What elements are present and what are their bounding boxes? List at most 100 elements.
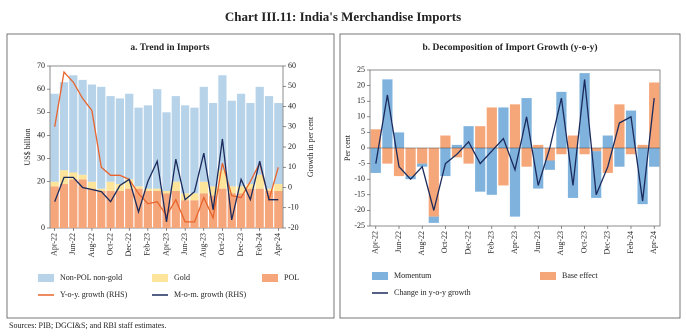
bar — [544, 148, 555, 161]
x-tick-label: Feb-23 — [487, 231, 496, 254]
bar — [602, 135, 613, 148]
y-tick-label: 20 — [357, 80, 365, 89]
y-tick-label: 10 — [357, 112, 365, 121]
y2-tick-label: -20 — [288, 223, 299, 232]
bar — [463, 148, 474, 164]
bar — [370, 129, 381, 148]
bar — [134, 107, 143, 187]
x-tick-label: Apr-22 — [371, 231, 380, 254]
bar — [533, 144, 544, 148]
bar — [227, 186, 236, 194]
legend-label: M-o-m. growth (RHS) — [174, 290, 247, 299]
x-tick-label: Dec-23 — [236, 233, 245, 257]
bar — [50, 181, 59, 187]
panel-frame — [339, 33, 681, 319]
legend-swatch — [540, 272, 556, 280]
bar — [255, 86, 264, 175]
bar — [440, 135, 451, 148]
bar — [274, 184, 283, 191]
bar — [625, 110, 637, 148]
bar — [97, 190, 106, 228]
bar — [274, 103, 283, 185]
bar — [50, 93, 59, 182]
bar — [236, 193, 246, 228]
bar — [637, 144, 648, 148]
legend-label: Base effect — [562, 271, 598, 280]
y-tick-label: 30 — [37, 153, 45, 162]
x-tick-label: Feb-23 — [143, 233, 152, 256]
y-tick-label: -20 — [354, 205, 365, 214]
bar — [143, 188, 152, 191]
bar — [69, 179, 78, 228]
bar — [236, 93, 246, 187]
x-tick-label: Jun-22 — [394, 231, 403, 253]
bar — [181, 105, 190, 194]
y-axis-title: Per cent — [343, 134, 352, 161]
bar — [143, 105, 152, 189]
y-tick-label: 25 — [357, 65, 365, 74]
bar — [227, 193, 236, 228]
y-tick-label: 20 — [37, 177, 45, 186]
bar — [59, 82, 69, 171]
bar — [106, 96, 115, 182]
bar — [417, 148, 428, 164]
bar — [115, 98, 125, 185]
y-tick-label: -5 — [358, 158, 365, 167]
y2-axis-title: Growth in per cent — [306, 116, 315, 177]
bar — [162, 112, 171, 191]
bar — [451, 148, 463, 158]
bar — [218, 170, 227, 189]
bar — [264, 190, 274, 228]
x-tick-label: Oct-22 — [105, 233, 114, 255]
line — [54, 70, 279, 223]
bar — [591, 151, 602, 198]
y-tick-label: 70 — [37, 61, 45, 70]
bar — [125, 93, 134, 180]
bar — [125, 188, 134, 228]
bar — [87, 181, 97, 189]
bar — [591, 148, 602, 152]
bar — [579, 73, 590, 148]
x-tick-label: Oct-22 — [440, 231, 449, 253]
legend-label: Change in y-o-y growth — [394, 288, 471, 297]
bar — [162, 190, 171, 194]
y-tick-label: -15 — [354, 190, 365, 199]
bar — [115, 190, 125, 228]
y-tick-label: 15 — [357, 96, 365, 105]
bar — [264, 188, 274, 191]
x-tick-label: Dec-22 — [463, 231, 472, 255]
bar — [486, 107, 497, 148]
bar — [405, 148, 416, 177]
bar — [567, 135, 579, 148]
legend-swatch — [38, 274, 54, 282]
bar — [125, 179, 134, 189]
chart-subtitle: a. Trend in Imports — [130, 43, 209, 53]
bar — [498, 148, 509, 186]
bar — [246, 184, 255, 189]
legend-label: Non-POL non-gold — [60, 273, 122, 282]
x-tick-label: Aug-22 — [417, 231, 426, 255]
x-tick-label: Jun-22 — [68, 233, 77, 255]
bar — [649, 82, 660, 148]
x-tick-label: Apr-24 — [273, 233, 282, 256]
bar — [521, 98, 532, 148]
bar — [171, 96, 180, 182]
bar — [463, 126, 474, 148]
bar — [97, 188, 106, 191]
x-tick-label: Jun-23 — [533, 231, 542, 253]
panel-frame — [6, 33, 335, 319]
bar — [509, 148, 521, 217]
y-tick-label: 40 — [37, 130, 45, 139]
bar — [382, 79, 393, 148]
bar — [556, 91, 567, 148]
bar — [97, 86, 106, 189]
x-tick-label: Aug-22 — [87, 233, 96, 257]
bar — [208, 195, 218, 228]
bar — [181, 193, 190, 201]
legend-label: Momentum — [394, 271, 432, 280]
x-tick-label: Apr-22 — [49, 233, 58, 256]
bar — [153, 188, 162, 191]
x-tick-label: Feb-24 — [626, 231, 635, 254]
bar — [451, 144, 463, 148]
bar — [106, 190, 115, 228]
